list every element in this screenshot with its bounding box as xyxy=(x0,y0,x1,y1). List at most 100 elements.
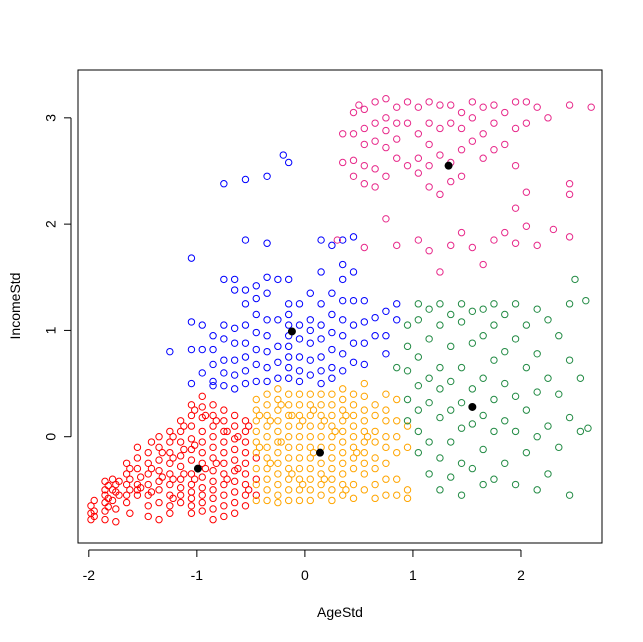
data-point xyxy=(274,438,282,446)
data-point xyxy=(263,401,271,409)
data-point xyxy=(501,347,509,356)
data-point xyxy=(447,438,455,446)
data-point xyxy=(209,360,217,369)
data-point xyxy=(155,486,163,494)
data-point xyxy=(309,448,318,457)
data-point xyxy=(263,464,271,473)
data-point xyxy=(306,316,314,324)
data-point xyxy=(457,146,466,154)
data-point xyxy=(457,318,466,326)
data-point xyxy=(457,228,466,237)
data-point xyxy=(176,462,185,471)
data-point xyxy=(220,470,228,478)
data-point xyxy=(468,137,477,145)
data-point xyxy=(255,443,264,452)
data-point xyxy=(339,480,347,489)
data-point xyxy=(104,503,112,511)
data-point xyxy=(447,342,455,351)
data-point xyxy=(511,427,520,436)
data-point xyxy=(306,464,314,473)
data-point xyxy=(457,108,466,117)
data-point xyxy=(176,438,185,446)
data-point xyxy=(414,103,423,111)
data-point xyxy=(87,502,95,510)
data-point xyxy=(511,124,520,133)
data-point xyxy=(393,417,401,425)
data-point xyxy=(126,509,134,517)
data-point xyxy=(176,491,185,499)
data-point xyxy=(306,433,314,441)
data-point xyxy=(501,228,509,237)
data-point xyxy=(468,385,477,393)
data-point xyxy=(349,464,358,473)
data-point xyxy=(187,345,196,354)
data-point xyxy=(522,188,531,196)
data-point xyxy=(241,491,250,499)
data-point xyxy=(230,477,239,486)
data-point xyxy=(284,390,293,398)
data-point xyxy=(339,236,347,244)
data-point xyxy=(198,448,206,457)
data-point xyxy=(187,254,196,262)
data-point xyxy=(522,98,531,106)
data-point xyxy=(349,443,358,452)
data-point xyxy=(299,417,307,425)
data-point xyxy=(511,392,520,401)
data-point xyxy=(158,473,166,481)
data-point xyxy=(403,119,412,127)
data-point xyxy=(104,481,112,490)
data-point xyxy=(576,374,585,382)
data-point xyxy=(425,335,433,343)
data-point xyxy=(220,502,228,510)
data-point xyxy=(209,443,217,452)
data-point xyxy=(176,417,185,425)
data-point xyxy=(230,498,239,507)
data-point xyxy=(241,427,250,436)
data-point xyxy=(90,496,98,505)
data-point xyxy=(220,438,228,446)
data-point xyxy=(339,332,347,340)
data-point xyxy=(360,406,369,414)
data-point xyxy=(436,151,444,159)
data-point xyxy=(339,385,347,393)
data-point xyxy=(252,480,260,489)
data-point xyxy=(382,417,390,425)
data-point xyxy=(234,464,242,473)
data-point xyxy=(468,98,477,106)
data-point xyxy=(371,464,379,473)
data-point xyxy=(393,103,401,111)
data-point xyxy=(284,486,293,494)
data-point xyxy=(349,494,358,503)
data-point xyxy=(187,318,196,326)
data-point xyxy=(501,459,509,467)
data-point xyxy=(468,114,477,122)
data-point xyxy=(263,390,271,398)
data-point xyxy=(342,486,350,494)
data-point xyxy=(241,286,250,294)
data-point xyxy=(371,183,379,191)
data-point xyxy=(360,459,369,467)
data-point xyxy=(328,374,336,382)
data-point xyxy=(328,496,336,505)
data-point xyxy=(565,180,574,188)
data-point xyxy=(328,411,336,420)
data-point xyxy=(339,260,347,269)
data-point xyxy=(360,360,369,369)
data-point xyxy=(317,236,325,244)
data-point xyxy=(544,422,552,430)
data-point xyxy=(284,342,293,351)
data-point xyxy=(382,459,390,467)
data-point xyxy=(436,300,444,308)
data-point xyxy=(252,475,260,483)
data-point xyxy=(136,473,145,481)
data-point xyxy=(349,339,358,347)
data-point xyxy=(230,509,239,517)
data-point xyxy=(274,358,282,367)
data-point xyxy=(403,494,412,503)
data-point xyxy=(295,496,304,505)
data-point xyxy=(544,374,552,382)
data-point xyxy=(371,494,379,503)
data-point xyxy=(328,328,336,337)
data-point xyxy=(306,356,314,364)
data-point xyxy=(155,467,163,475)
